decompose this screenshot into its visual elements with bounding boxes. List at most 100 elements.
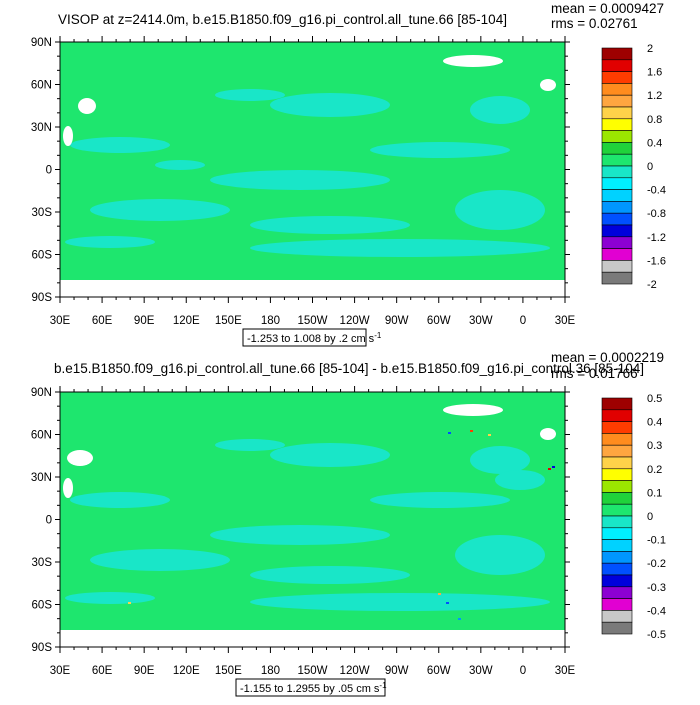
colorbar-swatch <box>601 586 633 599</box>
colorbar-swatch <box>601 456 633 470</box>
x-tick-label: 150W <box>297 665 327 677</box>
top-x-axis: 30E 60E 90E 120E 150E 180 150W 120W 90W 60W 30W 0 30… <box>50 36 576 327</box>
top-rms-stat: rms = 0.02761 <box>551 16 638 31</box>
colorbar-swatch <box>601 47 633 61</box>
colorbar-label: 0.8 <box>647 114 662 126</box>
bottom-scandinavia-mask <box>540 428 556 440</box>
x-tick-label: 180 <box>261 315 280 327</box>
bottom-map-svg: b.e15.B1850.f09_g16.pi_control.all_tune.… <box>31 350 666 697</box>
x-tick-label: 180 <box>261 665 280 677</box>
colorbar-label: 0.3 <box>647 440 662 452</box>
y-tick-label: 90N <box>31 387 52 399</box>
x-tick-label: 30W <box>469 665 493 677</box>
top-redsea-mask <box>63 126 73 146</box>
colorbar-swatch <box>601 106 633 120</box>
x-tick-label: 150W <box>297 315 327 327</box>
x-tick-label: 60W <box>427 665 451 677</box>
colorbar-label: 0.4 <box>647 137 662 149</box>
bottom-caspian-mask <box>67 450 93 466</box>
x-tick-label: 30E <box>555 665 576 677</box>
colorbar-swatch <box>601 260 633 273</box>
bottom-map-plot: 90N 60N 30N 0 30S 60S 90S 30E 60E 90E 120E 150E 180… <box>31 386 576 677</box>
bottom-greenland-mask <box>443 404 503 416</box>
colorbar-swatch <box>601 409 633 422</box>
colorbar-label: -0.3 <box>647 582 666 594</box>
colorbar-swatch <box>601 83 633 96</box>
y-tick-label: 60N <box>31 430 52 442</box>
colorbar-swatch <box>601 503 633 517</box>
top-map-plot: 90N 60N 30N 0 30S 60S 90S 30E 60E 90E 120E 150E 180… <box>31 36 576 327</box>
colorbar-swatch <box>601 574 633 588</box>
colorbar-swatch <box>601 94 633 108</box>
bottom-x-axis: 30E 60E 90E 120E 150E 180 150W 120W 90W 60W 30W 0 30… <box>50 386 576 677</box>
colorbar-swatch <box>601 153 633 167</box>
x-tick-label: 60W <box>427 315 451 327</box>
colorbar-label: -0.2 <box>647 558 666 570</box>
top-caspian-mask <box>78 98 96 114</box>
bottom-contour-info: -1.155 to 1.2955 by .05 cm s-1 <box>240 681 387 695</box>
colorbar-swatch <box>601 527 633 540</box>
colorbar-swatch <box>601 165 633 179</box>
x-tick-label: 120E <box>173 315 200 327</box>
colorbar-swatch <box>601 236 633 249</box>
colorbar-label: 0.1 <box>647 487 662 499</box>
y-tick-label: 60S <box>32 600 53 612</box>
top-y-axis: 90N 60N 30N 0 30S 60S 90S <box>31 37 570 304</box>
colorbar-swatch <box>601 177 633 190</box>
bottom-mean-stat: mean = 0.0002219 <box>551 350 664 365</box>
bottom-antarctica-mask <box>60 630 565 647</box>
bottom-rms-stat: rms = 0.01766 <box>551 366 638 381</box>
colorbar-swatch <box>601 433 633 446</box>
bottom-colorbar: 0.5 0.4 0.3 0.2 0.1 0 -0.1 -0.2 -0.3 -0.4 -0.5 <box>601 393 666 641</box>
bottom-land-mask <box>60 404 565 647</box>
y-tick-label: 30S <box>32 207 53 219</box>
x-tick-label: 30E <box>50 315 71 327</box>
top-map-svg: VISOP at z=2414.0m, b.e15.B1850.f09_g16.… <box>31 1 666 347</box>
colorbar-swatch <box>601 201 633 214</box>
x-tick-label: 0 <box>520 315 526 327</box>
colorbar-label: 0 <box>647 511 653 523</box>
colorbar-label: 0.4 <box>647 417 662 429</box>
top-scandinavia-mask <box>540 79 556 91</box>
colorbar-swatch <box>601 444 633 458</box>
x-tick-label: 30E <box>555 315 576 327</box>
colorbar-swatch <box>601 142 633 155</box>
top-mean-stat: mean = 0.0009427 <box>551 1 664 16</box>
bottom-speckles <box>128 430 555 620</box>
colorbar-label: -1.2 <box>647 232 666 244</box>
x-tick-label: 30W <box>469 315 493 327</box>
colorbar-label: -0.5 <box>647 629 666 641</box>
x-tick-label: 90W <box>385 665 409 677</box>
colorbar-swatch <box>601 248 633 261</box>
colorbar-swatch <box>601 515 633 529</box>
y-tick-label: 90S <box>32 642 53 654</box>
colorbar-swatch <box>601 421 633 434</box>
x-tick-label: 120W <box>340 665 370 677</box>
colorbar-label: -1.6 <box>647 255 666 267</box>
bottom-y-axis: 90N 60N 30N 0 30S 60S 90S <box>31 387 570 654</box>
colorbar-swatch <box>601 551 633 564</box>
x-tick-label: 60E <box>92 665 113 677</box>
colorbar-swatch <box>601 539 633 552</box>
colorbar-label: 1.6 <box>647 67 662 79</box>
bottom-map-panel: b.e15.B1850.f09_g16.pi_control.all_tune.… <box>0 350 700 700</box>
y-tick-label: 30N <box>31 122 52 134</box>
bottom-contour-info-box <box>235 678 386 697</box>
colorbar-label: 0.2 <box>647 464 662 476</box>
x-tick-label: 0 <box>520 665 526 677</box>
y-tick-label: 60S <box>32 250 53 262</box>
x-tick-label: 30E <box>50 665 71 677</box>
y-tick-label: 60N <box>31 80 52 92</box>
colorbar-label: 0.5 <box>647 393 662 405</box>
top-contour-info-box <box>242 328 367 347</box>
colorbar-label: 2 <box>647 43 653 55</box>
x-tick-label: 90W <box>385 315 409 327</box>
top-greenland-mask <box>443 55 503 67</box>
top-colorbar: 2 1.6 1.2 0.8 0.4 0 -0.4 -0.8 -1.2 -1.6 -2 <box>601 43 666 291</box>
top-map-panel: VISOP at z=2414.0m, b.e15.B1850.f09_g16.… <box>0 0 700 350</box>
x-tick-label: 120W <box>340 315 370 327</box>
colorbar-swatch <box>601 59 633 72</box>
colorbar-label: -0.4 <box>647 185 666 197</box>
colorbar-swatch <box>601 224 633 238</box>
colorbar-swatch <box>601 562 633 576</box>
